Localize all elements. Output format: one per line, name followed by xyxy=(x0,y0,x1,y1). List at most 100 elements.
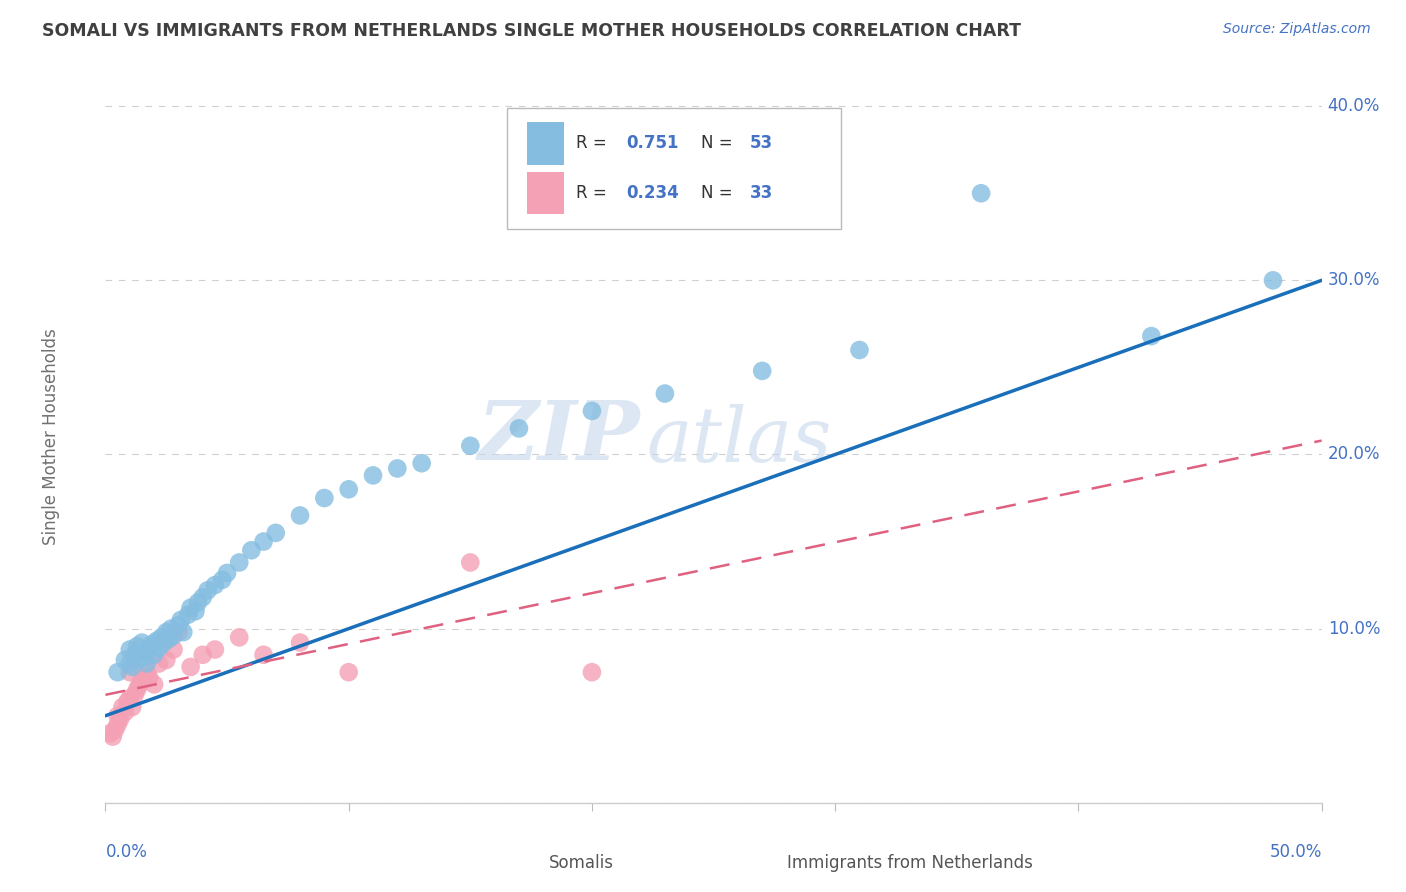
Point xyxy=(121,700,143,714)
Point xyxy=(128,677,150,691)
Point xyxy=(1140,329,1163,343)
Point xyxy=(288,508,311,523)
Text: 50.0%: 50.0% xyxy=(1270,843,1322,861)
Point xyxy=(184,604,207,618)
Text: 20.0%: 20.0% xyxy=(1327,445,1381,464)
Point xyxy=(107,717,129,731)
Point xyxy=(155,625,177,640)
Point xyxy=(124,688,146,702)
Point xyxy=(211,573,233,587)
Point xyxy=(138,670,160,684)
FancyBboxPatch shape xyxy=(738,847,775,879)
Text: ZIP: ZIP xyxy=(478,397,641,477)
Point xyxy=(191,591,214,605)
Point xyxy=(118,665,141,680)
Point xyxy=(252,648,274,662)
Point xyxy=(191,648,214,662)
Point xyxy=(581,665,603,680)
Point xyxy=(581,404,603,418)
Point xyxy=(117,695,139,709)
Text: 53: 53 xyxy=(749,135,773,153)
Point xyxy=(124,648,146,662)
Point xyxy=(288,635,311,649)
Point xyxy=(134,646,156,660)
Text: R =: R = xyxy=(576,135,612,153)
Point xyxy=(138,642,160,657)
Point xyxy=(134,670,156,684)
Point xyxy=(228,631,250,645)
Point xyxy=(167,625,190,640)
Point xyxy=(458,439,481,453)
Text: atlas: atlas xyxy=(647,404,832,478)
Point xyxy=(108,712,131,726)
Point xyxy=(145,633,167,648)
Text: 0.0%: 0.0% xyxy=(105,843,148,861)
Point xyxy=(155,653,177,667)
Point xyxy=(170,613,193,627)
FancyBboxPatch shape xyxy=(506,108,841,228)
Point xyxy=(135,665,157,680)
Point xyxy=(458,556,481,570)
Text: 10.0%: 10.0% xyxy=(1327,620,1381,638)
Text: R =: R = xyxy=(576,185,612,202)
Point xyxy=(114,653,136,667)
Point xyxy=(150,631,173,645)
Point xyxy=(337,665,360,680)
Point xyxy=(848,343,870,357)
Point xyxy=(228,556,250,570)
Point xyxy=(143,648,166,662)
Text: 33: 33 xyxy=(749,185,773,202)
Point xyxy=(172,625,194,640)
Text: SOMALI VS IMMIGRANTS FROM NETHERLANDS SINGLE MOTHER HOUSEHOLDS CORRELATION CHART: SOMALI VS IMMIGRANTS FROM NETHERLANDS SI… xyxy=(42,22,1021,40)
Point xyxy=(654,386,676,401)
Point xyxy=(411,456,433,470)
FancyBboxPatch shape xyxy=(527,172,564,214)
Point xyxy=(204,642,226,657)
Text: Immigrants from Netherlands: Immigrants from Netherlands xyxy=(786,854,1032,871)
Point xyxy=(104,723,127,737)
Point xyxy=(118,642,141,657)
Text: 0.234: 0.234 xyxy=(626,185,679,202)
Point xyxy=(1261,273,1284,287)
Point xyxy=(160,622,183,636)
Text: 0.751: 0.751 xyxy=(626,135,679,153)
Point xyxy=(131,673,153,688)
Text: 40.0%: 40.0% xyxy=(1327,97,1381,115)
Point xyxy=(125,639,148,653)
Point xyxy=(252,534,274,549)
Point xyxy=(98,726,121,740)
Text: N =: N = xyxy=(702,135,738,153)
Point xyxy=(107,708,129,723)
Point xyxy=(143,677,166,691)
Point xyxy=(751,364,773,378)
Point xyxy=(197,583,219,598)
Point xyxy=(148,657,170,671)
Point xyxy=(118,691,141,706)
Point xyxy=(131,651,153,665)
Point xyxy=(387,461,409,475)
Point xyxy=(187,595,209,609)
Point xyxy=(162,629,184,643)
Point xyxy=(264,525,287,540)
Point xyxy=(240,543,263,558)
Point xyxy=(162,642,184,657)
Point xyxy=(337,483,360,497)
FancyBboxPatch shape xyxy=(501,847,537,879)
Point xyxy=(361,468,384,483)
Point xyxy=(180,600,202,615)
Point xyxy=(121,660,143,674)
Point xyxy=(125,682,148,697)
Point xyxy=(107,665,129,680)
Point xyxy=(167,618,190,632)
Text: Single Mother Households: Single Mother Households xyxy=(42,329,59,545)
Point xyxy=(118,657,141,671)
Text: N =: N = xyxy=(702,185,738,202)
Point xyxy=(141,637,163,651)
Point xyxy=(101,730,124,744)
Point xyxy=(135,657,157,671)
Point xyxy=(148,640,170,655)
Point xyxy=(111,700,134,714)
Point xyxy=(177,607,200,622)
Point xyxy=(314,491,336,505)
Text: 30.0%: 30.0% xyxy=(1327,271,1381,289)
